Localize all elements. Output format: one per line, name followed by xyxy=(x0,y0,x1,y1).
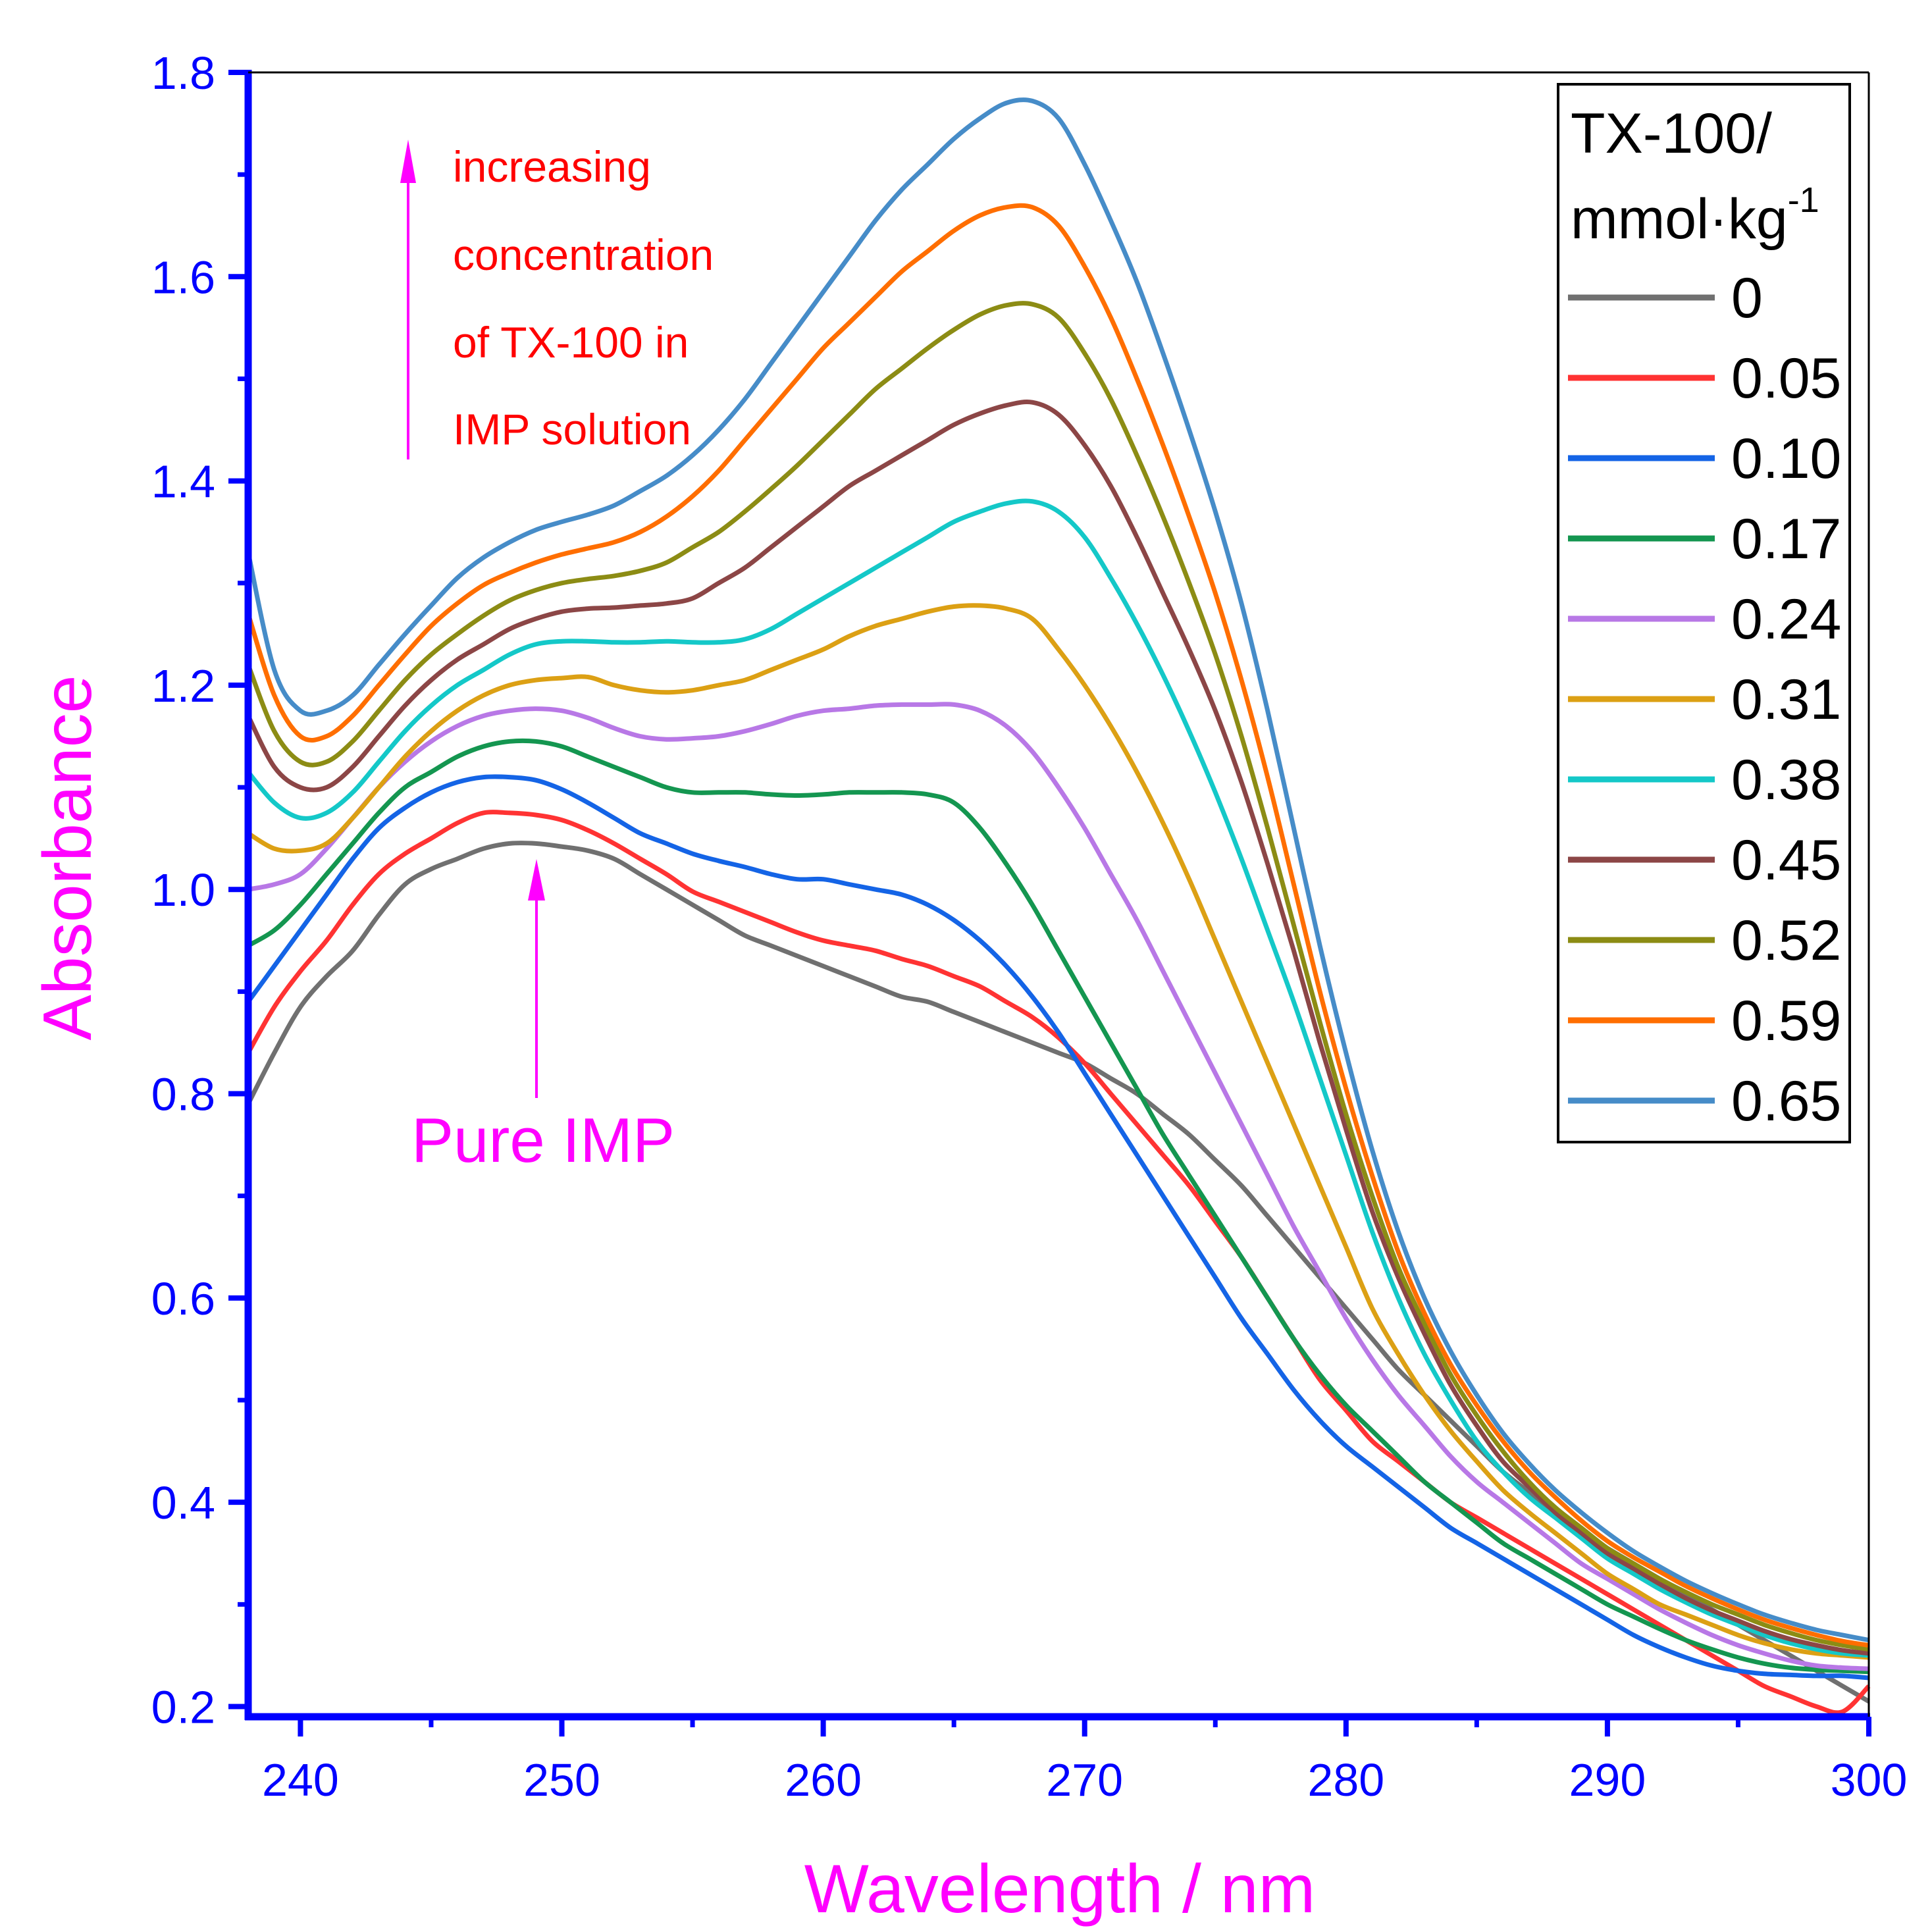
series-line-8 xyxy=(246,301,1869,1652)
series-line-9 xyxy=(246,203,1869,1648)
y-tick-label-3: 0.8 xyxy=(151,1069,215,1120)
legend-title-line-2: mmol·kg-1 xyxy=(1571,180,1819,251)
y-tick-label-1: 0.4 xyxy=(151,1477,215,1528)
legend-title-unit: mmol·kg xyxy=(1571,188,1788,251)
x-tick-label-0: 240 xyxy=(262,1754,339,1806)
series-line-3 xyxy=(247,738,1869,1675)
x-tick-label-3: 270 xyxy=(1046,1754,1123,1806)
x-axis-label: Wavelength / nm xyxy=(804,1851,1316,1927)
legend-label-2: 0.10 xyxy=(1731,427,1841,490)
x-tick-label-2: 260 xyxy=(785,1754,862,1806)
series-line-7 xyxy=(246,400,1869,1656)
y-tick-label-6: 1.4 xyxy=(151,456,215,508)
legend-label-10: 0.65 xyxy=(1731,1070,1841,1133)
legend-entries: 0 0.05 0.10 0.17 0.24 0.31 0.38 0.45 0.52 0.59 0.6… xyxy=(1568,267,1841,1133)
y-tick-label-2: 0.6 xyxy=(151,1273,215,1324)
annotation-layer: increasing concentration of TX-100 in IM… xyxy=(400,140,714,1176)
series-layer xyxy=(246,97,1871,1715)
legend-label-6: 0.38 xyxy=(1731,748,1841,812)
increasing-arrow-head xyxy=(400,140,416,183)
y-tick-label-8: 1.8 xyxy=(151,47,215,99)
y-tick-label-5: 1.2 xyxy=(151,660,215,712)
legend-label-9: 0.59 xyxy=(1731,989,1841,1053)
x-tick-label-6: 300 xyxy=(1831,1754,1908,1806)
x-tick-label-4: 280 xyxy=(1307,1754,1384,1806)
increasing-label-line-2: concentration xyxy=(453,230,714,279)
series-line-6 xyxy=(246,498,1869,1658)
series-line-5 xyxy=(247,603,1869,1660)
y-tick-label-4: 1.0 xyxy=(151,864,215,916)
legend-label-1: 0.05 xyxy=(1731,347,1841,410)
ticks-layer: 0.2 0.4 0.6 0.8 1.0 1.2 1.4 1.6 1.8 240 250 260 270 2… xyxy=(151,47,1908,1806)
axes-layer xyxy=(244,70,1870,1721)
legend-title-line-1: TX-100/ xyxy=(1571,102,1772,165)
legend-label-7: 0.45 xyxy=(1731,829,1841,892)
x-tick-label-5: 290 xyxy=(1569,1754,1646,1806)
legend-label-8: 0.52 xyxy=(1731,909,1841,972)
pure-imp-label: Pure IMP xyxy=(411,1105,675,1176)
legend-label-0: 0 xyxy=(1731,267,1763,330)
increasing-label-line-4: IMP solution xyxy=(453,405,691,454)
legend-label-4: 0.24 xyxy=(1731,588,1841,651)
series-line-1 xyxy=(246,810,1871,1715)
y-tick-label-0: 0.2 xyxy=(151,1681,215,1733)
series-line-10 xyxy=(246,97,1869,1643)
increasing-label-line-3: of TX-100 in xyxy=(453,318,689,367)
pure-arrow-head xyxy=(528,859,545,901)
y-tick-label-7: 1.6 xyxy=(151,251,215,303)
increasing-label-line-1: increasing xyxy=(453,142,651,191)
x-tick-label-1: 250 xyxy=(523,1754,600,1806)
legend-label-5: 0.31 xyxy=(1731,668,1841,731)
legend: TX-100/ mmol·kg-1 00.050.100.170.240.310… xyxy=(1557,83,1851,1143)
legend-label-3: 0.17 xyxy=(1731,508,1841,571)
series-line-2 xyxy=(246,774,1869,1681)
legend-box xyxy=(1557,83,1851,1143)
legend-title-superscript: -1 xyxy=(1788,180,1819,220)
y-axis-label: Absorbance xyxy=(30,675,106,1040)
series-line-4 xyxy=(248,702,1869,1671)
